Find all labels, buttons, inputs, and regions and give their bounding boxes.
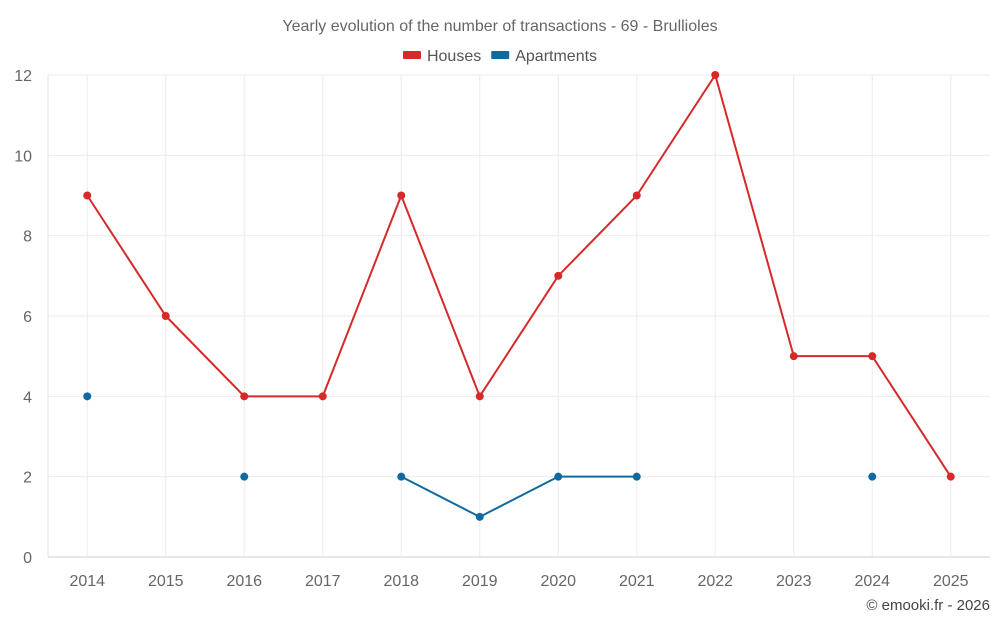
- data-point[interactable]: [475, 512, 484, 521]
- x-tick-label: 2020: [540, 573, 576, 590]
- data-point[interactable]: [554, 472, 563, 481]
- data-point[interactable]: [83, 191, 92, 200]
- legend-item-apartments[interactable]: Apartments: [491, 48, 597, 65]
- data-point[interactable]: [161, 312, 170, 320]
- x-tick-label: 2014: [69, 573, 105, 590]
- series-line: [400, 475, 637, 518]
- legend: Houses Apartments: [402, 48, 597, 65]
- legend-swatch: [491, 51, 510, 59]
- data-point[interactable]: [946, 472, 955, 481]
- x-tick-label: 2022: [697, 573, 733, 590]
- legend-item-houses[interactable]: Houses: [402, 48, 481, 65]
- x-tick-label: 2015: [148, 573, 184, 590]
- data-point[interactable]: [397, 472, 406, 481]
- data-point[interactable]: [240, 392, 249, 401]
- y-tick-label: 12: [14, 68, 32, 85]
- data-point[interactable]: [554, 271, 563, 280]
- x-tick-label: 2017: [305, 573, 341, 590]
- data-point[interactable]: [475, 392, 484, 401]
- y-tick-label: 0: [23, 550, 32, 567]
- credit-text: © emooki.fr - 2026: [866, 597, 990, 614]
- y-tick-label: 6: [23, 309, 32, 326]
- y-tick-label: 4: [23, 389, 32, 406]
- data-point[interactable]: [240, 472, 249, 481]
- data-point[interactable]: [868, 352, 877, 361]
- series-apartments: [83, 392, 877, 521]
- data-point[interactable]: [789, 352, 798, 361]
- series-houses: [83, 71, 955, 481]
- series-layer: [83, 71, 955, 521]
- data-point[interactable]: [397, 191, 406, 200]
- x-tick-label: 2019: [462, 573, 498, 590]
- x-tick-label: 2023: [776, 573, 812, 590]
- y-tick-label: 8: [23, 229, 32, 246]
- x-tick-label: 2018: [383, 573, 419, 590]
- y-tick-label: 2: [23, 470, 32, 487]
- x-tick-label: 2016: [226, 573, 262, 590]
- data-point[interactable]: [711, 71, 720, 79]
- data-point[interactable]: [318, 392, 327, 401]
- data-point[interactable]: [632, 472, 641, 481]
- grid: [48, 74, 990, 558]
- data-point[interactable]: [868, 472, 877, 481]
- legend-label: Houses: [427, 48, 481, 65]
- chart-title: Yearly evolution of the number of transa…: [282, 18, 717, 35]
- y-tick-label: 10: [14, 148, 32, 165]
- series-line: [86, 74, 952, 478]
- legend-label: Apartments: [515, 48, 597, 65]
- x-tick-label: 2024: [854, 573, 890, 590]
- x-tick-label: 2025: [933, 573, 969, 590]
- legend-swatch: [402, 51, 421, 59]
- x-tick-label: 2021: [619, 573, 655, 590]
- data-point[interactable]: [83, 392, 92, 401]
- axes: 0 2 4 6 8 10 12 2014 2015 2016 2017 2018 2019 2020 202…: [14, 68, 968, 590]
- data-point[interactable]: [632, 191, 641, 200]
